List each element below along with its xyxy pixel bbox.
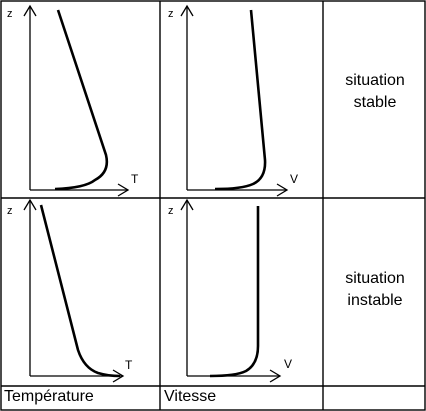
x-axis xyxy=(187,183,289,197)
z-axis xyxy=(180,4,194,190)
x-axis-label: V xyxy=(284,357,292,371)
z-axis-label: z xyxy=(7,8,13,20)
row-label-unstable: situation instable xyxy=(325,268,425,312)
panel-stable-temperature: z T xyxy=(7,4,139,197)
panel-unstable-speed: z V xyxy=(168,198,292,383)
row-label-stable-line2: stable xyxy=(353,94,397,111)
x-axis xyxy=(187,369,282,383)
row-label-unstable-line1: situation xyxy=(345,270,405,287)
row-label-stable: situation stable xyxy=(325,70,425,114)
z-axis-label: z xyxy=(168,8,174,20)
panel-stable-speed: z V xyxy=(168,4,298,197)
z-axis-label: z xyxy=(168,205,174,217)
temperature-profile-curve xyxy=(54,9,109,191)
temperature-profile-curve xyxy=(39,204,121,378)
panel-unstable-temperature: z T xyxy=(7,198,133,383)
z-axis xyxy=(180,198,194,376)
x-axis-label: V xyxy=(290,172,298,186)
z-axis xyxy=(23,4,37,190)
speed-profile-curve xyxy=(209,206,260,378)
row-label-unstable-line2: instable xyxy=(347,292,403,309)
speed-profile-curve xyxy=(214,9,267,191)
z-axis xyxy=(23,198,37,376)
z-axis-label: z xyxy=(7,205,13,217)
x-axis-label: T xyxy=(125,358,133,372)
column-label-speed: Vitesse xyxy=(164,388,217,405)
x-axis xyxy=(30,183,130,197)
row-label-stable-line1: situation xyxy=(345,72,405,89)
x-axis-label: T xyxy=(131,172,139,186)
column-label-temperature: Température xyxy=(4,388,94,405)
